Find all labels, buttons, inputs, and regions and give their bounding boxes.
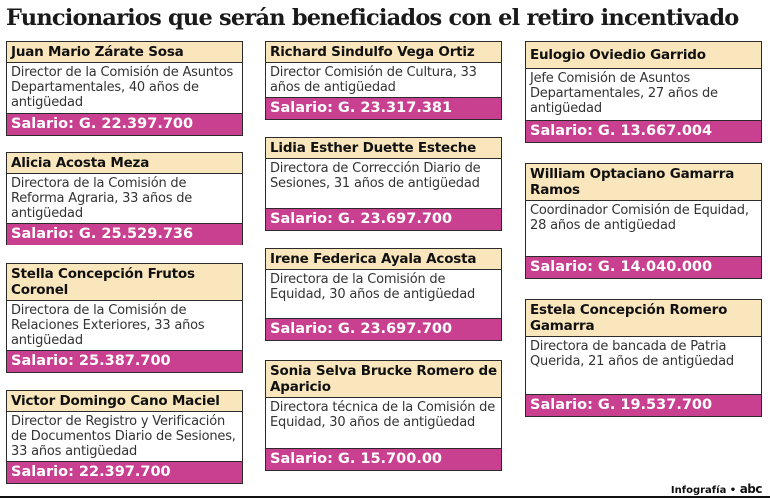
- official-salary: Salario: 25.387.700: [7, 350, 242, 372]
- official-salary: Salario: G. 23.697.700: [266, 208, 501, 230]
- bottom-rule: [0, 496, 770, 498]
- official-salary: Salario: G. 14.040.000: [526, 256, 761, 278]
- official-card: Alicia Acosta Meza Directora de la Comisi…: [6, 152, 243, 245]
- official-name: Alicia Acosta Meza: [7, 153, 242, 174]
- official-role: Jefe Comisión de Asuntos Departamentales…: [530, 71, 718, 116]
- official-name: Irene Federica Ayala Acosta: [266, 249, 501, 270]
- official-salary: Salario: G. 22.397.700: [7, 113, 242, 135]
- official-card: Sonia Selva Brucke Romero de Aparicio Dir…: [265, 360, 502, 471]
- official-card: Richard Sindulfo Vega Ortiz Director Comi…: [265, 41, 502, 120]
- official-card: William Optaciano Gamarra Ramos Coordinad…: [525, 163, 762, 279]
- official-name: Sonia Selva Brucke Romero de Aparicio: [266, 361, 501, 398]
- official-role: Directora de la Comisión de Relaciones E…: [11, 303, 205, 348]
- official-role: Directora de la Comisión de Reforma Agra…: [11, 176, 193, 221]
- official-name: Lidia Esther Duette Esteche: [266, 138, 501, 159]
- official-role: Director Comisión de Cultura, 33 años de…: [270, 65, 477, 95]
- official-role: Directora técnica de la Comisión de Equi…: [270, 400, 496, 430]
- official-name: Richard Sindulfo Vega Ortiz: [266, 42, 501, 63]
- official-card: Irene Federica Ayala Acosta Directora de …: [265, 248, 502, 341]
- official-name: William Optaciano Gamarra Ramos: [526, 164, 761, 201]
- official-card: Eulogio Oviedio Garrido Jefe Comisión de …: [525, 41, 762, 143]
- official-salary: Salario: G. 15.700.00: [266, 448, 501, 470]
- official-card: Estela Concepción Romero Gamarra Director…: [525, 299, 762, 417]
- credit: Infografía • abc: [670, 482, 763, 496]
- page-title: Funcionarios que serán beneficiados con …: [6, 5, 739, 31]
- abc-logo: abc: [739, 482, 763, 496]
- official-card: Juan Mario Zárate Sosa Director de la Com…: [6, 41, 243, 136]
- official-role: Director de la Comisión de Asuntos Depar…: [11, 65, 234, 110]
- official-role: Director de Registro y Verificación de D…: [11, 414, 236, 459]
- official-role: Directora de la Comisión de Equidad, 30 …: [270, 272, 476, 302]
- official-card: Victor Domingo Cano Maciel Director de Re…: [6, 390, 243, 484]
- official-salary: Salario: G. 25.529.736: [7, 223, 242, 245]
- official-card: Lidia Esther Duette Esteche Directora de …: [265, 137, 502, 231]
- official-salary: Salario: 22.397.700: [7, 461, 242, 483]
- official-name: Victor Domingo Cano Maciel: [7, 391, 242, 412]
- official-card: Stella Concepción Frutos Coronel Director…: [6, 263, 243, 373]
- official-role: Coordinador Comisión de Equidad, 28 años…: [530, 203, 749, 233]
- official-name: Estela Concepción Romero Gamarra: [526, 300, 761, 337]
- credit-label: Infografía •: [670, 485, 737, 496]
- official-salary: Salario: G. 23.317.381: [266, 97, 501, 119]
- official-role: Directora de Corrección Diario de Sesion…: [270, 161, 481, 191]
- official-salary: Salario: G. 19.537.700: [526, 394, 761, 416]
- official-salary: Salario: G. 13.667.004: [526, 120, 761, 142]
- official-salary: Salario: G. 23.697.700: [266, 318, 501, 340]
- official-role: Directora de bancada de Patria Querida, …: [530, 339, 734, 369]
- official-name: Eulogio Oviedio Garrido: [526, 42, 761, 69]
- official-name: Stella Concepción Frutos Coronel: [7, 264, 242, 301]
- official-name: Juan Mario Zárate Sosa: [7, 42, 242, 63]
